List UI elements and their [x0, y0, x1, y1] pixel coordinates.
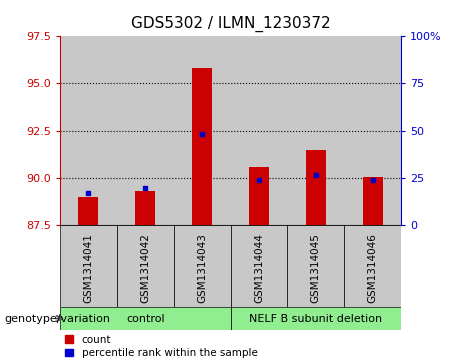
- Bar: [60, 307, 230, 330]
- Bar: [344, 225, 401, 307]
- Bar: [78, 197, 98, 225]
- Bar: [287, 225, 344, 307]
- Text: GSM1314045: GSM1314045: [311, 233, 321, 303]
- Bar: [117, 225, 174, 307]
- Bar: [230, 225, 287, 307]
- Bar: [230, 307, 401, 330]
- Text: GSM1314043: GSM1314043: [197, 233, 207, 303]
- Text: control: control: [126, 314, 165, 323]
- Bar: [230, 36, 287, 225]
- Bar: [174, 225, 230, 307]
- Text: GSM1314046: GSM1314046: [367, 233, 378, 303]
- Bar: [174, 36, 230, 225]
- Legend: count, percentile rank within the sample: count, percentile rank within the sample: [65, 335, 258, 358]
- Bar: [363, 177, 383, 225]
- Bar: [306, 150, 326, 225]
- Bar: [344, 36, 401, 225]
- Bar: [135, 191, 155, 225]
- Title: GDS5302 / ILMN_1230372: GDS5302 / ILMN_1230372: [130, 16, 331, 32]
- Bar: [249, 167, 269, 225]
- Text: GSM1314044: GSM1314044: [254, 233, 264, 303]
- Bar: [117, 36, 174, 225]
- Bar: [60, 225, 117, 307]
- Text: genotype/variation: genotype/variation: [5, 314, 111, 323]
- Text: GSM1314041: GSM1314041: [83, 233, 94, 303]
- Text: NELF B subunit deletion: NELF B subunit deletion: [249, 314, 382, 323]
- Text: GSM1314042: GSM1314042: [140, 233, 150, 303]
- Bar: [60, 36, 117, 225]
- Bar: [287, 36, 344, 225]
- Bar: [192, 68, 212, 225]
